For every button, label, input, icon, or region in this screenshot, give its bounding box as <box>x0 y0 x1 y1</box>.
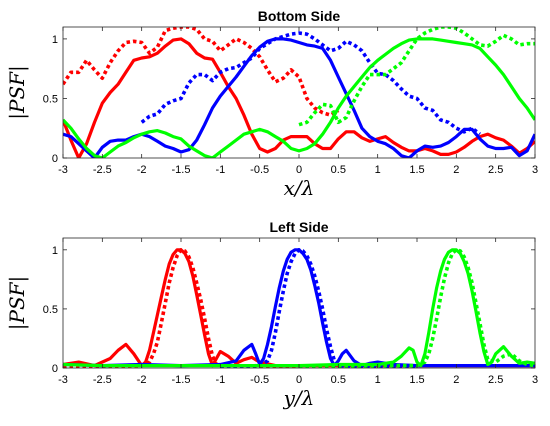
x-tick-label: 3 <box>532 374 538 386</box>
y-tick-label: 0.5 <box>43 93 58 105</box>
x-tick-label: -1 <box>215 374 225 386</box>
series-group <box>63 248 535 368</box>
x-tick-label: 0.5 <box>331 374 346 386</box>
bottom-side-panel: -3 -2.5 -2 -1.5 -1 -0.5 0 0.5 1 1.5 2 2.5 3 0 0.5 1 Bott… <box>5 8 538 200</box>
x-tick-label: -1.5 <box>172 164 191 176</box>
series-line-red-solid <box>63 37 535 158</box>
x-tick-label: -3 <box>58 374 68 386</box>
series-line-green-dotted <box>298 27 535 127</box>
x-tick-label: 1 <box>375 164 381 176</box>
y-tick-label: 0.5 <box>43 304 58 316</box>
x-tick-label: -2.5 <box>93 374 112 386</box>
y-axis-label: |PSF| <box>5 65 30 120</box>
left-side-panel: -3 -2.5 -2 -1.5 -1 -0.5 0 0.5 1 1.5 2 2.5 3 0 0.5 1 Left… <box>5 219 538 410</box>
series-line-blue-dotted <box>220 248 417 368</box>
y-axis-label: |PSF| <box>5 276 30 331</box>
x-tick-label: 0 <box>296 164 302 176</box>
chart-title: Bottom Side <box>258 8 341 24</box>
x-tick-label: -3 <box>58 164 68 176</box>
x-axis-label: x/λ <box>284 176 315 200</box>
x-tick-label: -1.5 <box>172 374 191 386</box>
x-tick-label: -2 <box>137 164 147 176</box>
series-line-green-dotted <box>298 248 535 368</box>
x-tick-label: 2 <box>453 374 459 386</box>
x-tick-label: 0 <box>296 374 302 386</box>
series-line-red-dotted <box>63 27 340 117</box>
y-tick-label: 1 <box>52 245 58 257</box>
x-axis-label: y/λ <box>283 386 315 410</box>
x-tick-label: 1.5 <box>409 374 424 386</box>
x-tick-label: 2 <box>453 164 459 176</box>
series-line-red-dotted <box>63 248 299 368</box>
series-line-green-solid <box>63 37 535 158</box>
x-tick-label: -0.5 <box>250 374 269 386</box>
series-line-blue-dotted <box>140 31 481 136</box>
x-tick-label: 2.5 <box>488 164 503 176</box>
y-tick-label: 0 <box>52 153 58 165</box>
x-tick-label: 1.5 <box>409 164 424 176</box>
x-tick-label: -2 <box>137 374 147 386</box>
x-tick-label: -0.5 <box>250 164 269 176</box>
y-tick-label: 0 <box>52 363 58 375</box>
x-tick-label: 3 <box>532 164 538 176</box>
x-tick-label: -2.5 <box>93 164 112 176</box>
x-tick-label: 0.5 <box>331 164 346 176</box>
series-group <box>63 27 535 158</box>
chart-title: Left Side <box>269 219 328 235</box>
x-tick-label: 2.5 <box>488 374 503 386</box>
x-tick-label: -1 <box>215 164 225 176</box>
y-tick-label: 1 <box>52 34 58 46</box>
x-tick-label: 1 <box>375 374 381 386</box>
plot-area <box>63 238 535 368</box>
